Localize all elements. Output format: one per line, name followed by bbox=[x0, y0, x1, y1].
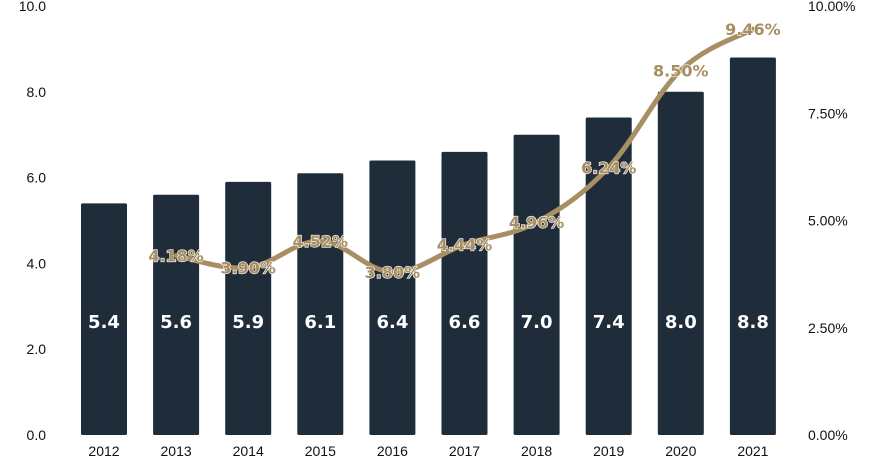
x-axis-tick-label: 2020 bbox=[665, 443, 696, 458]
left-axis-tick-label: 8.0 bbox=[27, 84, 47, 100]
bar-2020 bbox=[657, 91, 704, 436]
bar-2014 bbox=[225, 181, 272, 435]
bar-2021 bbox=[729, 57, 776, 435]
bar-value-label: 6.4 bbox=[376, 312, 408, 333]
right-axis-tick-label: 7.50% bbox=[808, 105, 848, 121]
x-axis-tick-label: 2018 bbox=[521, 443, 552, 458]
bar-value-label: 5.6 bbox=[160, 312, 192, 333]
right-y-axis: 0.00% 2.50% 5.00% 7.50% 10.00% bbox=[808, 0, 855, 443]
line-series-path bbox=[173, 26, 756, 275]
line-value-label: 4.18% bbox=[148, 247, 204, 266]
bar-value-label: 5.9 bbox=[232, 312, 264, 333]
bar-value-label: 7.0 bbox=[521, 312, 553, 333]
line-value-label: 8.50% bbox=[653, 61, 709, 80]
bar-series: 5.4 5.6 5.9 6.1 6.4 6.6 7.0 7.4 8.0 8.8 bbox=[81, 57, 776, 436]
line-value-label: 3.90% bbox=[220, 259, 276, 278]
x-axis-tick-label: 2021 bbox=[737, 443, 768, 458]
x-axis-tick-label: 2015 bbox=[305, 443, 336, 458]
x-axis-tick-label: 2016 bbox=[377, 443, 408, 458]
line-value-label: 4.52% bbox=[293, 232, 349, 251]
bar-2015 bbox=[297, 173, 344, 435]
left-axis-tick-label: 10.0 bbox=[19, 0, 46, 14]
bar-value-label: 6.1 bbox=[304, 312, 336, 333]
x-axis-tick-label: 2013 bbox=[161, 443, 192, 458]
bar-2012 bbox=[81, 203, 127, 435]
bar-value-label: 8.8 bbox=[737, 312, 769, 333]
bar-2013 bbox=[153, 194, 200, 435]
right-axis-tick-label: 0.00% bbox=[808, 427, 848, 443]
bar-2017 bbox=[441, 151, 488, 436]
bar-2018 bbox=[513, 134, 560, 435]
bar-value-label: 5.4 bbox=[88, 312, 120, 333]
right-axis-tick-label: 10.00% bbox=[808, 0, 855, 14]
line-series: 4.18% 3.90% 4.52% 3.80% 4.44% 4.96% 6.24% 8.50%… bbox=[148, 20, 782, 283]
left-axis-tick-label: 4.0 bbox=[27, 255, 47, 271]
right-axis-tick-label: 5.00% bbox=[808, 213, 848, 229]
bar-2016 bbox=[369, 160, 416, 435]
left-axis-tick-label: 2.0 bbox=[27, 341, 47, 357]
line-value-label: 3.80% bbox=[365, 263, 421, 282]
bar-2019 bbox=[585, 117, 632, 435]
right-axis-tick-label: 2.50% bbox=[808, 320, 848, 336]
left-y-axis: 0.0 2.0 4.0 6.0 8.0 10.0 bbox=[19, 0, 46, 443]
x-axis-tick-label: 2012 bbox=[88, 443, 119, 458]
bar-value-label: 6.6 bbox=[449, 312, 481, 333]
x-axis-tick-label: 2014 bbox=[233, 443, 264, 458]
bar-value-label: 7.4 bbox=[593, 312, 625, 333]
line-value-label: 9.46% bbox=[725, 20, 781, 39]
line-value-label: 4.96% bbox=[509, 213, 565, 232]
left-axis-tick-label: 6.0 bbox=[27, 170, 47, 186]
x-axis: 2012 2013 2014 2015 2016 2017 2018 2019 2020 2021 bbox=[88, 443, 768, 458]
line-value-label: 4.44% bbox=[437, 236, 493, 255]
left-axis-tick-label: 0.0 bbox=[27, 427, 47, 443]
x-axis-tick-label: 2019 bbox=[593, 443, 624, 458]
x-axis-tick-label: 2017 bbox=[449, 443, 480, 458]
bar-value-label: 8.0 bbox=[665, 312, 697, 333]
line-value-label: 6.24% bbox=[581, 158, 637, 177]
